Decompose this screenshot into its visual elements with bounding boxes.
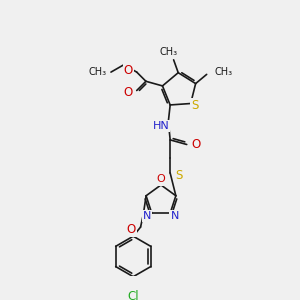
Text: O: O [191, 138, 201, 151]
Text: N: N [143, 211, 152, 221]
Text: O: O [127, 223, 136, 236]
Text: HN: HN [153, 121, 169, 131]
Text: CH₃: CH₃ [88, 67, 106, 77]
Text: O: O [157, 174, 165, 184]
Text: O: O [124, 64, 133, 77]
Text: CH₃: CH₃ [214, 67, 232, 76]
Text: S: S [175, 169, 182, 182]
Text: CH₃: CH₃ [160, 47, 178, 58]
Text: S: S [192, 99, 199, 112]
Text: Cl: Cl [128, 290, 139, 300]
Text: N: N [171, 211, 179, 221]
Text: O: O [123, 86, 132, 99]
